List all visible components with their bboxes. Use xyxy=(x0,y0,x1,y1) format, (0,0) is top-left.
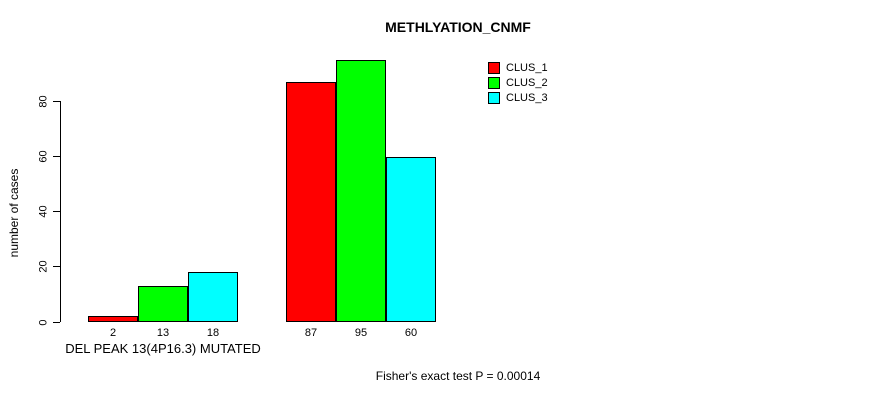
legend-item-clus_3: CLUS_3 xyxy=(488,92,548,104)
bar-value-label: 18 xyxy=(206,327,220,339)
y-tick-mark xyxy=(53,321,60,323)
y-tick-mark xyxy=(53,266,60,268)
y-tick-mark xyxy=(53,156,60,158)
legend-swatch-icon xyxy=(488,77,500,89)
y-tick-mark xyxy=(53,101,60,102)
y-tick-label: 80 xyxy=(37,95,50,108)
legend-label: CLUS_1 xyxy=(506,62,548,74)
bar-clus_3-group2 xyxy=(386,156,436,322)
y-axis-label: number of cases xyxy=(7,168,21,258)
annotation-caption: Fisher's exact test P = 0.00014 xyxy=(375,369,541,383)
x-axis-group-label: DEL PEAK 13(4P16.3) MUTATED xyxy=(65,341,261,356)
bar-value-label: 13 xyxy=(156,327,170,339)
legend-item-clus_1: CLUS_1 xyxy=(488,62,548,74)
bar-clus_1-group2 xyxy=(286,82,336,322)
legend-swatch-icon xyxy=(488,92,500,104)
bar-value-label: 87 xyxy=(304,327,318,339)
legend: CLUS_1 CLUS_2 CLUS_3 xyxy=(488,62,548,104)
bar-clus_3-group1 xyxy=(188,272,238,322)
y-tick-label: 60 xyxy=(37,150,50,163)
legend-label: CLUS_3 xyxy=(506,92,548,104)
y-tick-label: 0 xyxy=(37,318,50,326)
y-tick-label: 40 xyxy=(37,205,50,218)
bar-value-label: 60 xyxy=(404,327,418,339)
chart-title: METHLYATION_CNMF xyxy=(385,19,531,35)
y-tick-label: 20 xyxy=(37,260,50,273)
y-tick-mark xyxy=(53,211,60,213)
bar-clus_2-group2 xyxy=(336,60,386,322)
bar-value-label: 2 xyxy=(109,327,117,339)
legend-item-clus_2: CLUS_2 xyxy=(488,77,548,89)
bar-clus_2-group1 xyxy=(138,286,188,322)
bar-value-label: 95 xyxy=(354,327,368,339)
legend-swatch-icon xyxy=(488,62,500,74)
legend-label: CLUS_2 xyxy=(506,77,548,89)
y-axis-line xyxy=(60,101,61,322)
bar-clus_1-group1 xyxy=(88,316,138,322)
